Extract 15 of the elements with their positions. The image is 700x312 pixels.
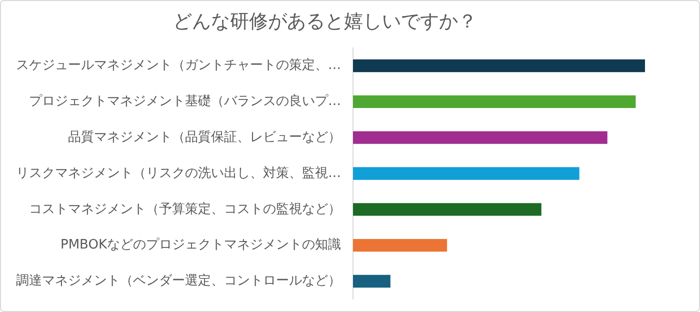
bar	[353, 59, 645, 72]
y-tick-label: プロジェクトマネジメント基礎（バランスの良いプ…	[29, 94, 341, 110]
bar	[353, 274, 390, 288]
y-tick-label: PMBOKなどのプロジェクトマネジメントの知識	[60, 238, 341, 253]
bar	[353, 167, 580, 180]
y-tick-label: コストマネジメント（予算策定、コストの監視など）	[29, 202, 341, 217]
bar	[353, 239, 448, 252]
y-tick-label: スケジュールマネジメント（ガントチャートの策定、…	[16, 58, 341, 74]
y-tick-label: リスクマネジメント（リスクの洗い出し、対策、監視…	[16, 164, 341, 181]
y-tick-label: 品質マネジメント（品質保証、レビューなど）	[68, 130, 341, 145]
bar	[353, 131, 608, 144]
y-tick-label: 調達マネジメント（ベンダー選定、コントロールなど）	[16, 274, 341, 289]
bar	[353, 95, 636, 108]
bar	[353, 203, 542, 216]
chart-title: どんな研修があると嬉しいですか？	[173, 10, 477, 32]
